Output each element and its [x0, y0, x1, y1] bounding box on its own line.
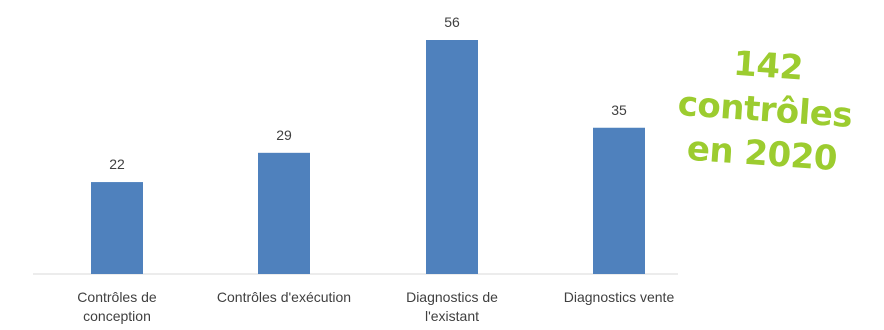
category-label-3: Diagnostics de l'existant — [406, 289, 498, 324]
category-label-1-line-2: conception — [83, 308, 151, 324]
category-label-1: Contrôles de conception — [77, 289, 157, 324]
category-label-1-line-1: Contrôles de — [77, 289, 157, 305]
bar-3 — [426, 40, 478, 274]
category-labels-group: Contrôles de conception Contrôles d'exécut… — [77, 289, 674, 324]
value-label-3: 56 — [444, 14, 460, 30]
bars-group — [91, 40, 645, 274]
category-label-2: Contrôles d'exécution — [217, 289, 351, 305]
bar-2 — [258, 152, 310, 274]
annotation-line-1: 142 contrôles — [676, 43, 854, 137]
category-label-3-line-2: l'existant — [425, 308, 479, 324]
value-label-4: 35 — [611, 102, 627, 118]
bar-4 — [593, 127, 645, 274]
value-label-1: 22 — [109, 156, 125, 172]
category-label-4: Diagnostics vente — [564, 289, 675, 305]
value-label-2: 29 — [276, 127, 292, 143]
category-label-4-line-1: Diagnostics vente — [564, 289, 675, 305]
bar-1 — [91, 182, 143, 274]
value-labels-group: 22 29 56 35 — [109, 14, 627, 172]
category-label-2-line-1: Contrôles d'exécution — [217, 289, 351, 305]
category-label-3-line-1: Diagnostics de — [406, 289, 498, 305]
total-controls-annotation: 142 contrôles en 2020 — [646, 36, 884, 184]
